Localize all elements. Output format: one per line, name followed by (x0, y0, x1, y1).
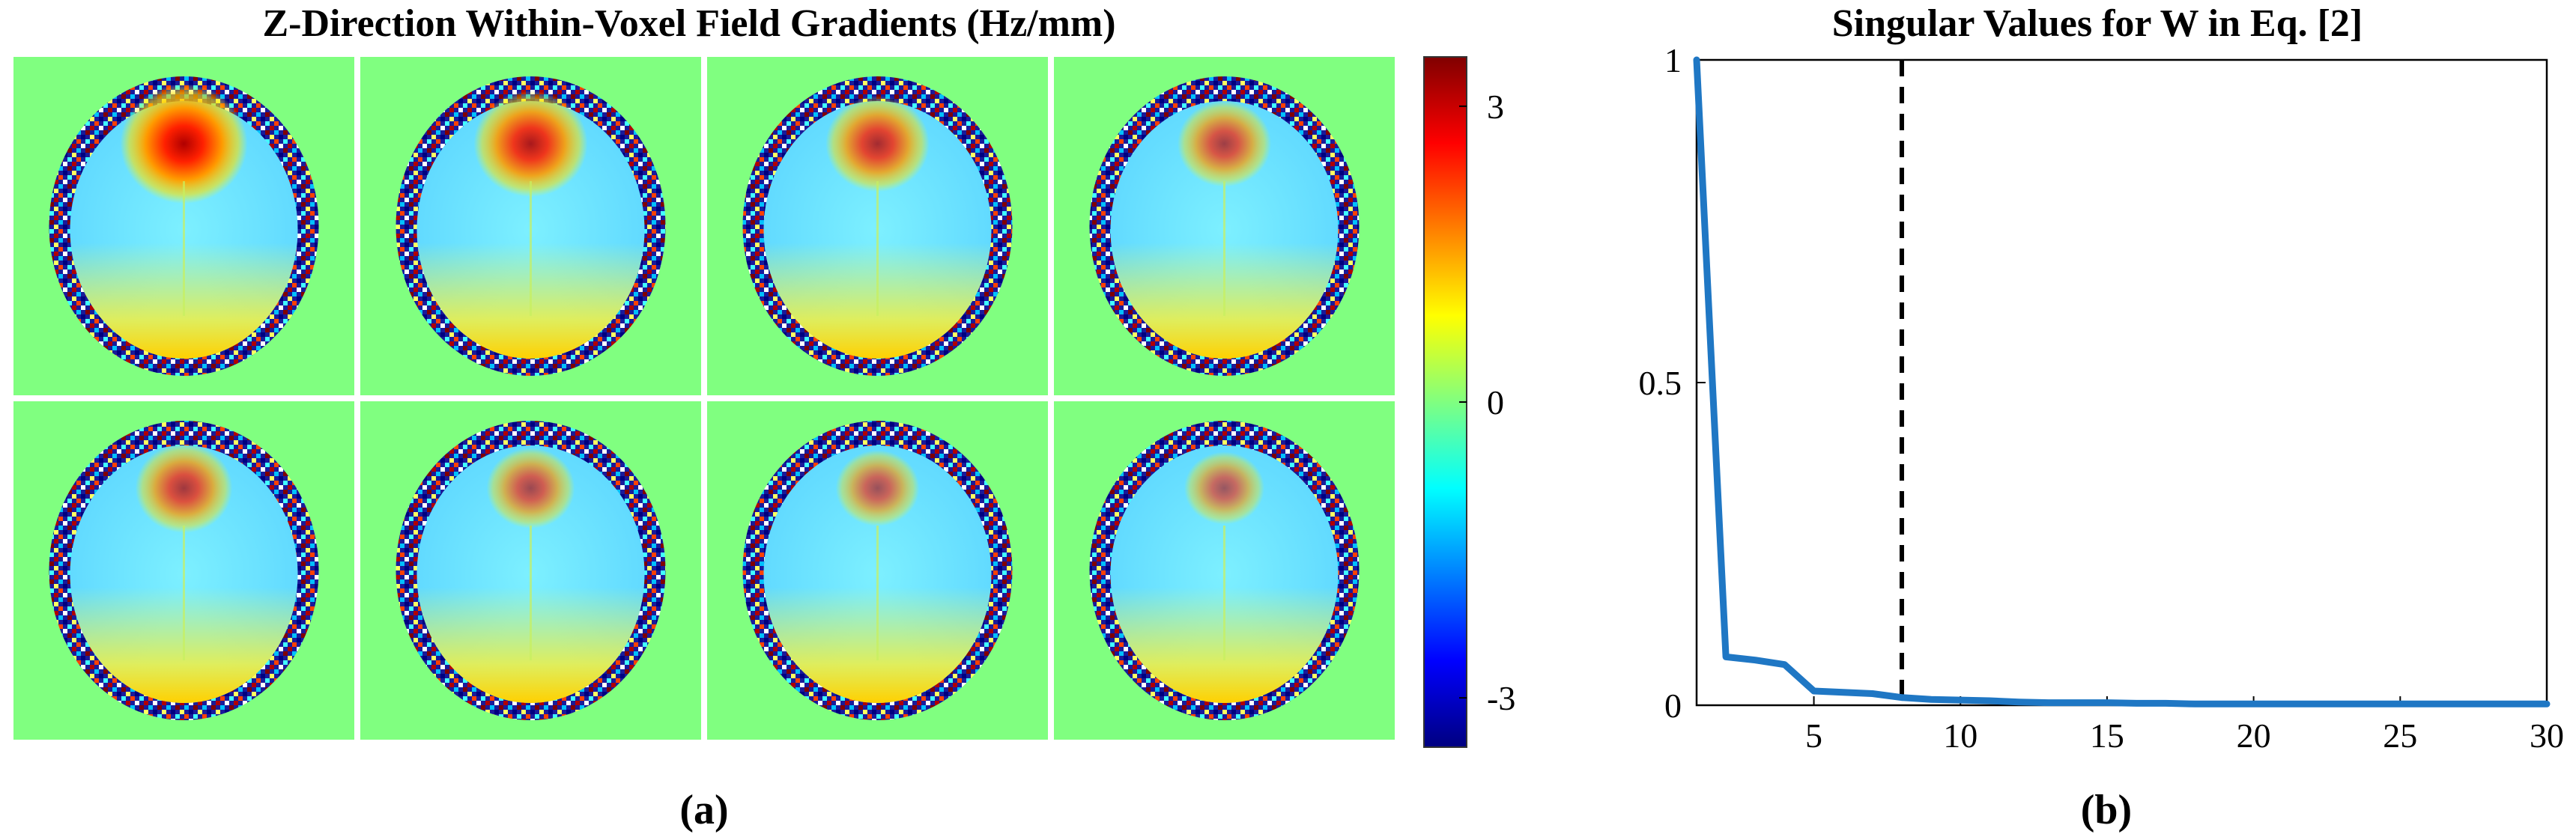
panel-a-label: (a) (679, 787, 728, 833)
slice-tile (707, 401, 1048, 740)
x-tick-label: 15 (2090, 716, 2124, 755)
chart-title: Singular Values for W in Eq. [2] (1832, 2, 2363, 45)
frontal-hotspot (120, 84, 248, 204)
frontal-hotspot (835, 450, 920, 526)
frontal-hotspot (1178, 100, 1271, 187)
y-tick-label: 0 (1664, 687, 1682, 725)
panel-a-title: Z-Direction Within-Voxel Field Gradients… (262, 2, 1115, 45)
plot-area: 5 10 15 20 25 30 0 0.5 1 (1639, 41, 2565, 755)
frontal-hotspot (1184, 451, 1264, 525)
x-tick-label: 20 (2237, 716, 2271, 755)
frontal-hotspot (473, 91, 588, 197)
slice-tile (13, 57, 354, 395)
brain-slice-montage (13, 57, 1395, 740)
plot-area-frame (1695, 58, 2548, 707)
colorbar-tick-label: 3 (1487, 88, 1504, 126)
x-tick-label: 30 (2530, 716, 2564, 755)
x-tick-label: 5 (1805, 716, 1822, 755)
colorbar-tick-label: 0 (1487, 383, 1504, 421)
colorbar-tick-label: -3 (1487, 679, 1515, 717)
y-tick-label: 0.5 (1639, 364, 1682, 402)
frontal-hotspot (486, 448, 575, 529)
slice-tile (13, 401, 354, 740)
y-tick-label: 1 (1664, 41, 1682, 79)
slice-tile (1054, 401, 1395, 740)
slice-tile (360, 401, 701, 740)
colorbar-ticks: 3 0 -3 (1459, 88, 1515, 717)
slice-tile (360, 57, 701, 395)
singular-value-series-line (1693, 56, 2551, 707)
x-tick-label: 25 (2383, 716, 2417, 755)
slice-tile (707, 57, 1048, 395)
frontal-hotspot (825, 95, 930, 192)
panel-b-label: (b) (2081, 787, 2132, 833)
frontal-hotspot (135, 443, 233, 533)
slice-tile (1054, 57, 1395, 395)
x-tick-label: 10 (1943, 716, 1978, 755)
